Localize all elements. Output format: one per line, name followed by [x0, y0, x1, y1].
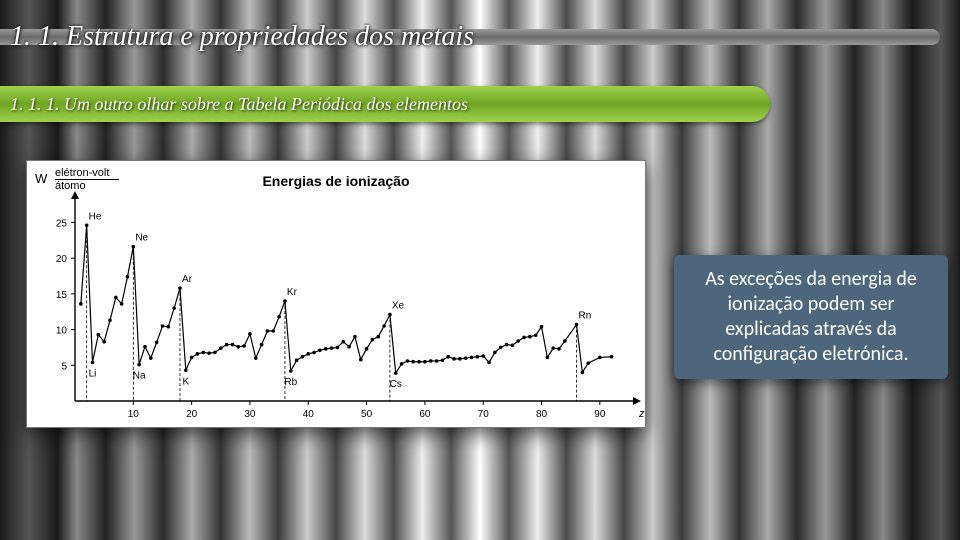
svg-text:Rb: Rb: [284, 377, 297, 388]
subtitle-bar: 1. 1. 1. Um outro olhar sobre a Tabela P…: [0, 86, 770, 122]
svg-text:Ar: Ar: [182, 274, 193, 285]
svg-text:90: 90: [594, 409, 606, 420]
svg-text:z: z: [638, 408, 645, 420]
page-title: 1. 1. Estrutura e propriedades dos metai…: [0, 21, 484, 53]
svg-text:20: 20: [56, 254, 68, 265]
svg-text:Xe: Xe: [392, 301, 405, 312]
y-axis-symbol: W: [35, 171, 47, 186]
svg-text:10: 10: [128, 409, 140, 420]
svg-text:Cs: Cs: [390, 379, 402, 390]
svg-text:40: 40: [303, 409, 315, 420]
svg-text:Li: Li: [89, 368, 97, 379]
svg-text:20: 20: [186, 409, 198, 420]
svg-text:80: 80: [536, 409, 548, 420]
page-subtitle: 1. 1. 1. Um outro olhar sobre a Tabela P…: [10, 94, 468, 115]
svg-text:25: 25: [56, 218, 68, 229]
svg-text:Ne: Ne: [135, 233, 148, 244]
title-bar: 1. 1. Estrutura e propriedades dos metai…: [0, 12, 960, 62]
svg-text:30: 30: [244, 409, 256, 420]
svg-text:15: 15: [56, 290, 68, 301]
callout-box: As exceções da energia de ionização pode…: [674, 255, 948, 379]
svg-text:50: 50: [361, 409, 373, 420]
ionization-chart: W elétron-volt átomo Energias de ionizaç…: [26, 160, 646, 428]
svg-text:K: K: [182, 376, 189, 387]
svg-text:Kr: Kr: [287, 287, 298, 298]
svg-text:He: He: [89, 211, 102, 222]
callout-text: As exceções da energia de ionização pode…: [705, 267, 917, 366]
svg-text:Na: Na: [133, 371, 146, 382]
y-unit-denominator: átomo: [55, 180, 86, 192]
svg-text:70: 70: [478, 409, 490, 420]
chart-svg: 5 10 15 20 25 10 20 30 40 50 60 70 80 90 z He Li Ne Na Ar K K…: [27, 161, 647, 429]
svg-text:10: 10: [56, 326, 68, 337]
y-unit-numerator: elétron-volt: [55, 167, 109, 179]
svg-text:Rn: Rn: [579, 311, 592, 322]
y-axis-unit: elétron-volt átomo: [55, 167, 119, 192]
svg-text:60: 60: [419, 409, 431, 420]
chart-title: Energias de ionização: [262, 173, 409, 189]
svg-text:5: 5: [61, 361, 67, 372]
